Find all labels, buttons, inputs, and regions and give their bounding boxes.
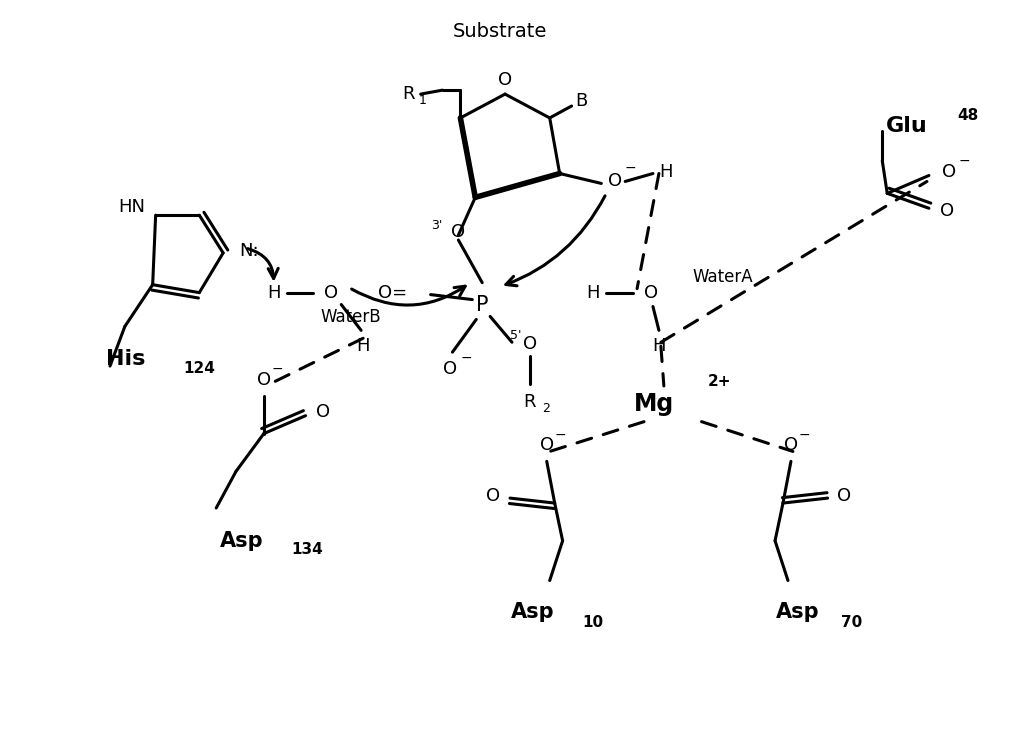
Text: O: O <box>486 487 500 505</box>
Text: O=: O= <box>378 284 408 302</box>
Text: R: R <box>523 393 537 411</box>
Text: 124: 124 <box>183 360 215 375</box>
Text: O: O <box>838 487 852 505</box>
Text: 2: 2 <box>542 403 550 415</box>
Text: Asp: Asp <box>220 531 264 550</box>
Text: O: O <box>783 437 798 455</box>
Text: −: − <box>958 154 971 167</box>
Text: Glu: Glu <box>886 116 928 136</box>
Text: O: O <box>940 202 953 220</box>
Text: Asp: Asp <box>511 602 555 622</box>
Text: H: H <box>659 163 673 180</box>
Text: 5': 5' <box>510 329 521 342</box>
Text: WaterA: WaterA <box>692 268 753 286</box>
Text: −: − <box>625 161 636 175</box>
Text: Asp: Asp <box>776 602 819 622</box>
Text: WaterB: WaterB <box>321 308 382 326</box>
Text: O: O <box>942 163 955 180</box>
Text: −: − <box>555 428 566 442</box>
Text: Substrate: Substrate <box>453 22 547 41</box>
Text: 10: 10 <box>583 615 603 630</box>
Text: O: O <box>257 371 271 389</box>
Text: O: O <box>443 360 458 378</box>
Text: His: His <box>106 349 145 369</box>
Text: O: O <box>608 173 623 191</box>
Text: −: − <box>272 362 284 376</box>
Text: O: O <box>540 437 554 455</box>
Text: N:: N: <box>240 242 259 260</box>
Text: R: R <box>402 85 415 103</box>
Text: H: H <box>356 337 370 355</box>
Text: 2+: 2+ <box>708 375 731 390</box>
Text: 48: 48 <box>957 109 979 124</box>
Text: O: O <box>498 71 512 89</box>
Text: Mg: Mg <box>634 392 674 415</box>
Text: 70: 70 <box>841 615 862 630</box>
Text: −: − <box>799 428 811 442</box>
Text: 134: 134 <box>292 542 324 557</box>
Text: O: O <box>523 336 537 353</box>
Text: 3': 3' <box>431 219 442 231</box>
Text: O: O <box>325 284 338 302</box>
Text: B: B <box>575 92 588 110</box>
Text: O: O <box>452 223 466 241</box>
Text: −: − <box>461 351 472 365</box>
Text: H: H <box>652 337 666 355</box>
Text: O: O <box>644 284 658 302</box>
Text: H: H <box>587 284 600 302</box>
Text: O: O <box>316 403 331 421</box>
Text: HN: HN <box>119 198 145 216</box>
Text: P: P <box>476 295 488 314</box>
Text: 1: 1 <box>419 93 427 106</box>
Text: H: H <box>267 284 281 302</box>
